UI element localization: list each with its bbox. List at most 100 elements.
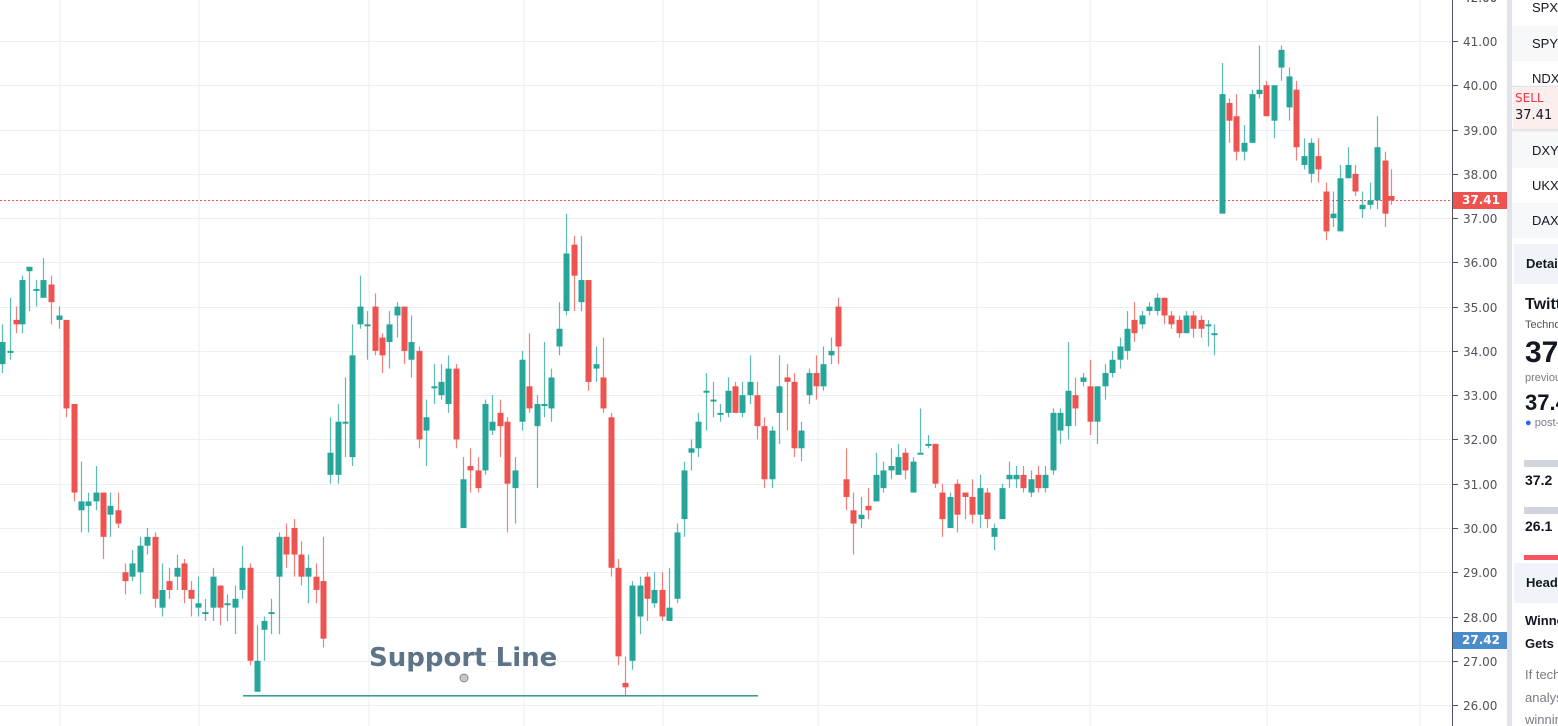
- candle[interactable]: [984, 488, 991, 528]
- candle[interactable]: [1315, 138, 1322, 183]
- candle[interactable]: [1065, 342, 1072, 440]
- candle[interactable]: [379, 333, 386, 374]
- candle[interactable]: [947, 492, 954, 528]
- candle[interactable]: [489, 395, 496, 436]
- candle[interactable]: [56, 306, 63, 329]
- candle[interactable]: [181, 558, 188, 604]
- candle[interactable]: [1323, 182, 1330, 241]
- candle[interactable]: [1301, 138, 1308, 170]
- candle[interactable]: [159, 563, 166, 617]
- candle[interactable]: [217, 585, 224, 626]
- candle[interactable]: [541, 342, 548, 418]
- candle[interactable]: [962, 492, 969, 520]
- candle[interactable]: [873, 452, 880, 502]
- candle[interactable]: [232, 585, 239, 635]
- candle[interactable]: [1035, 465, 1042, 493]
- candle[interactable]: [247, 563, 254, 666]
- candle[interactable]: [1072, 377, 1079, 427]
- candle[interactable]: [1293, 80, 1300, 161]
- candle[interactable]: [999, 483, 1006, 520]
- candle[interactable]: [784, 364, 791, 431]
- candle[interactable]: [939, 483, 946, 537]
- candle[interactable]: [806, 368, 813, 405]
- candle[interactable]: [622, 656, 629, 697]
- candle[interactable]: [725, 377, 732, 418]
- candle[interactable]: [902, 448, 909, 480]
- candle[interactable]: [1345, 147, 1352, 179]
- candle[interactable]: [600, 337, 607, 413]
- candle[interactable]: [1006, 461, 1013, 489]
- candle[interactable]: [1102, 364, 1109, 400]
- watchlist-item-ndx[interactable]: NDX: [1532, 71, 1558, 86]
- candle[interactable]: [85, 492, 92, 533]
- candle[interactable]: [644, 572, 651, 621]
- candle[interactable]: [1211, 324, 1218, 356]
- candle[interactable]: [202, 598, 209, 621]
- candle[interactable]: [423, 399, 430, 466]
- candle[interactable]: [659, 572, 666, 621]
- candle[interactable]: [100, 492, 107, 559]
- candle[interactable]: [63, 319, 70, 418]
- price-axis[interactable]: 26.00 27.00 28.00 29.00 30.00 31.00 32.00 33.00…: [1452, 0, 1508, 726]
- candle[interactable]: [1388, 169, 1395, 205]
- candle[interactable]: [798, 421, 805, 462]
- candle[interactable]: [195, 576, 202, 617]
- headlines-header[interactable]: Headlines: [1514, 563, 1558, 603]
- candle[interactable]: [1330, 191, 1337, 227]
- candle[interactable]: [578, 235, 585, 312]
- candle[interactable]: [239, 545, 246, 599]
- candle[interactable]: [0, 324, 6, 374]
- candle[interactable]: [1241, 125, 1248, 161]
- candle[interactable]: [813, 355, 820, 400]
- candle[interactable]: [19, 275, 26, 334]
- candle[interactable]: [835, 297, 842, 365]
- candle[interactable]: [674, 523, 681, 604]
- headline-title-line2[interactable]: Gets: [1525, 636, 1554, 651]
- candle[interactable]: [1154, 293, 1161, 316]
- candle[interactable]: [129, 550, 136, 582]
- candle[interactable]: [1020, 465, 1027, 493]
- candle[interactable]: [512, 457, 519, 524]
- candle[interactable]: [1263, 80, 1270, 117]
- candle[interactable]: [880, 461, 887, 493]
- candle[interactable]: [497, 399, 504, 458]
- candle[interactable]: [166, 567, 173, 599]
- candle[interactable]: [313, 563, 320, 604]
- candle[interactable]: [534, 395, 541, 489]
- panel-divider[interactable]: [1507, 0, 1512, 726]
- candle[interactable]: [372, 293, 379, 356]
- candle[interactable]: [556, 302, 563, 356]
- candle[interactable]: [254, 625, 261, 692]
- candle[interactable]: [1028, 470, 1035, 497]
- candle[interactable]: [386, 311, 393, 369]
- candle[interactable]: [1057, 408, 1064, 444]
- candle[interactable]: [1146, 302, 1153, 316]
- candle[interactable]: [401, 306, 408, 365]
- candle[interactable]: [1117, 337, 1124, 369]
- candle[interactable]: [820, 346, 827, 391]
- watchlist-item-spy[interactable]: SPY: [1512, 26, 1558, 61]
- candle[interactable]: [283, 523, 290, 568]
- candle[interactable]: [137, 536, 144, 595]
- candle[interactable]: [357, 275, 364, 329]
- candle[interactable]: [1367, 182, 1374, 210]
- candle[interactable]: [453, 364, 460, 449]
- candle[interactable]: [932, 443, 939, 489]
- candle[interactable]: [681, 461, 688, 537]
- candle[interactable]: [710, 381, 717, 418]
- candle[interactable]: [1109, 350, 1116, 378]
- anchor-handle-icon[interactable]: [459, 673, 469, 683]
- watchlist-item-dxy[interactable]: DXY: [1512, 133, 1558, 168]
- candle[interactable]: [526, 333, 533, 413]
- candle[interactable]: [1124, 311, 1131, 360]
- candle[interactable]: [1352, 164, 1359, 196]
- candle[interactable]: [460, 457, 467, 528]
- candle[interactable]: [335, 404, 342, 484]
- candle[interactable]: [122, 563, 129, 595]
- candle[interactable]: [703, 373, 710, 431]
- candle[interactable]: [1219, 63, 1226, 214]
- candle[interactable]: [761, 417, 768, 489]
- watchlist-item-ukx[interactable]: UKX: [1532, 178, 1558, 193]
- candle[interactable]: [769, 426, 776, 489]
- candle[interactable]: [754, 381, 761, 440]
